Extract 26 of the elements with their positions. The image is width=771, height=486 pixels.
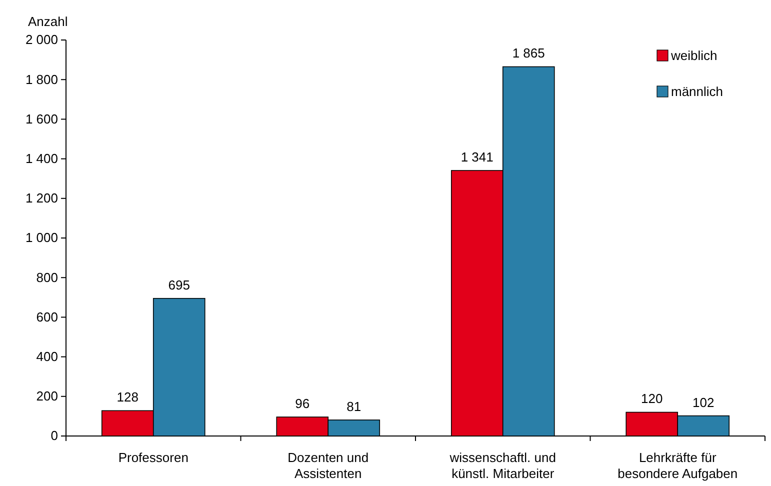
y-tick-label: 1 400	[25, 150, 58, 166]
data-label: 1 341	[460, 149, 494, 164]
y-tick-label: 600	[36, 309, 58, 324]
x-tick-label: Professoren	[118, 450, 188, 465]
x-tick-label: Dozenten und Assistenten	[288, 450, 369, 481]
legend-label: weiblich	[670, 48, 718, 63]
y-tick-label: 400	[36, 348, 58, 364]
data-label: 695	[168, 277, 190, 292]
data-label: 96	[295, 396, 310, 411]
legend-label: männlich	[671, 84, 724, 99]
y-tick-label: 0	[50, 428, 58, 444]
data-label: 128	[116, 390, 138, 405]
y-axis-title: Anzahl	[28, 14, 68, 29]
y-tick-label: 800	[36, 270, 58, 285]
data-label: 81	[346, 398, 362, 414]
data-label: 120	[641, 391, 663, 406]
y-tick-label: 1 600	[25, 111, 58, 126]
y-tick-label: 200	[36, 388, 58, 404]
y-tick-label: 2 000	[25, 32, 58, 48]
y-tick-label: 1 800	[25, 72, 58, 87]
x-tick-label: wissenschaftl. und künstl. Mitarbeiter	[448, 450, 556, 481]
y-tick-label: 1 200	[25, 190, 58, 206]
data-label: 102	[692, 394, 714, 410]
data-label: 1 865	[512, 46, 545, 61]
x-tick-label: Lehrkräfte für besondere Aufgaben	[618, 450, 738, 481]
y-tick-label: 1 000	[25, 230, 58, 246]
